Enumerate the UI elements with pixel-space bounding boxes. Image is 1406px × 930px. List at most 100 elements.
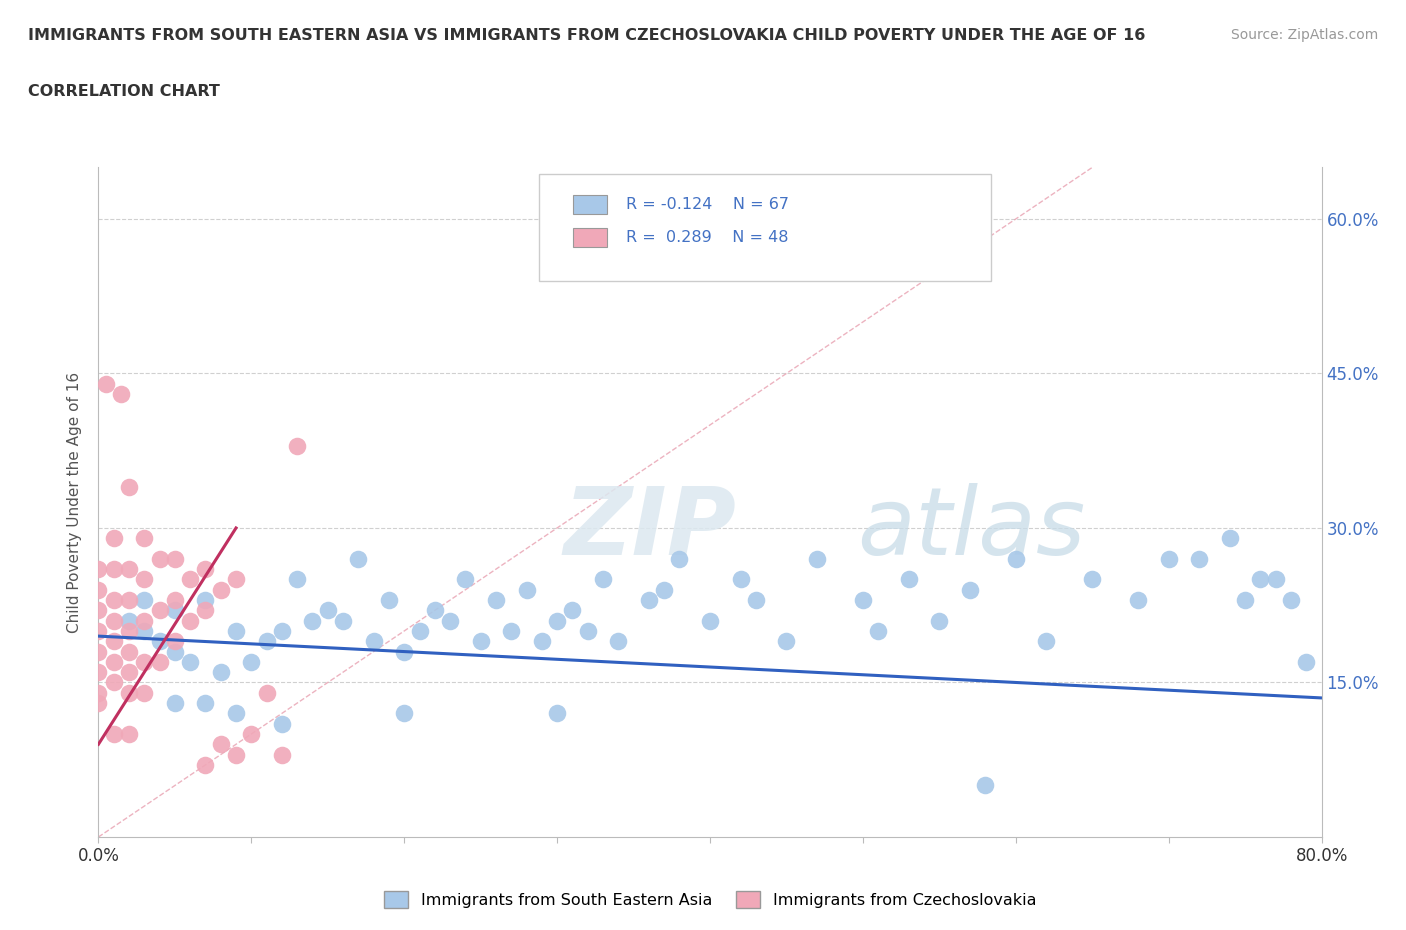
Point [163, 696, 186, 711]
Point [118, 623, 141, 638]
Point [470, 634, 492, 649]
Text: IMMIGRANTS FROM SOUTH EASTERN ASIA VS IMMIGRANTS FROM CZECHOSLOVAKIA CHILD POVER: IMMIGRANTS FROM SOUTH EASTERN ASIA VS IM… [28, 28, 1146, 43]
Point [576, 623, 599, 638]
Point [745, 592, 768, 607]
Point [103, 675, 125, 690]
Point [316, 603, 339, 618]
Point [439, 613, 461, 628]
Point [149, 551, 172, 566]
Point [347, 551, 370, 566]
Point [225, 706, 247, 721]
Point [103, 592, 125, 607]
Point [501, 623, 523, 638]
Point [103, 531, 125, 546]
Y-axis label: Child Poverty Under the Age of 16: Child Poverty Under the Age of 16 [67, 372, 83, 632]
Point [179, 613, 201, 628]
Point [87, 696, 110, 711]
Point [652, 582, 675, 597]
Point [530, 634, 553, 649]
Point [179, 655, 201, 670]
Point [134, 592, 156, 607]
Point [423, 603, 446, 618]
Point [1264, 572, 1286, 587]
Point [806, 551, 828, 566]
Legend: Immigrants from South Eastern Asia, Immigrants from Czechoslovakia: Immigrants from South Eastern Asia, Immi… [375, 884, 1045, 916]
FancyBboxPatch shape [538, 174, 991, 281]
Point [87, 562, 110, 577]
Point [256, 685, 278, 700]
Point [1219, 531, 1241, 546]
Point [118, 592, 141, 607]
Point [699, 613, 721, 628]
Point [87, 665, 110, 680]
Point [103, 613, 125, 628]
Point [149, 634, 172, 649]
Point [1295, 655, 1317, 670]
Point [163, 603, 186, 618]
Point [546, 613, 568, 628]
Point [87, 603, 110, 618]
Point [730, 572, 752, 587]
Point [301, 613, 323, 628]
Point [163, 592, 186, 607]
Point [134, 685, 156, 700]
Point [194, 562, 217, 577]
Point [974, 778, 997, 793]
Point [1234, 592, 1257, 607]
Point [118, 562, 141, 577]
Point [194, 757, 217, 772]
Point [209, 665, 232, 680]
Text: Source: ZipAtlas.com: Source: ZipAtlas.com [1230, 28, 1378, 42]
Point [1188, 551, 1211, 566]
Point [103, 655, 125, 670]
Point [1004, 551, 1026, 566]
Point [118, 613, 141, 628]
Point [775, 634, 797, 649]
Point [194, 696, 217, 711]
Point [225, 572, 247, 587]
Point [561, 603, 583, 618]
Point [485, 592, 508, 607]
Point [1035, 634, 1057, 649]
FancyBboxPatch shape [574, 229, 607, 247]
Text: atlas: atlas [856, 484, 1085, 575]
Point [392, 644, 416, 659]
Point [163, 551, 186, 566]
Point [87, 644, 110, 659]
Point [959, 582, 981, 597]
Point [87, 582, 110, 597]
Point [668, 551, 690, 566]
Point [87, 623, 110, 638]
Point [256, 634, 278, 649]
Point [240, 726, 263, 741]
Point [87, 685, 110, 700]
Point [897, 572, 920, 587]
Point [516, 582, 538, 597]
Text: R =  0.289    N = 48: R = 0.289 N = 48 [626, 231, 789, 246]
Point [270, 747, 292, 762]
Point [270, 623, 292, 638]
Point [285, 438, 308, 453]
Point [134, 613, 156, 628]
Point [1279, 592, 1302, 607]
Point [607, 634, 630, 649]
Point [1157, 551, 1180, 566]
Point [225, 623, 247, 638]
Point [103, 634, 125, 649]
Point [592, 572, 614, 587]
Point [209, 582, 232, 597]
Point [209, 737, 232, 751]
Text: R = -0.124    N = 67: R = -0.124 N = 67 [626, 197, 789, 212]
Point [163, 634, 186, 649]
Point [332, 613, 354, 628]
Point [285, 572, 308, 587]
Point [270, 716, 292, 731]
Point [134, 572, 156, 587]
Point [928, 613, 950, 628]
Point [378, 592, 401, 607]
Point [194, 592, 217, 607]
Point [94, 377, 117, 392]
Point [546, 706, 568, 721]
Point [118, 665, 141, 680]
Text: ZIP: ZIP [564, 483, 737, 575]
